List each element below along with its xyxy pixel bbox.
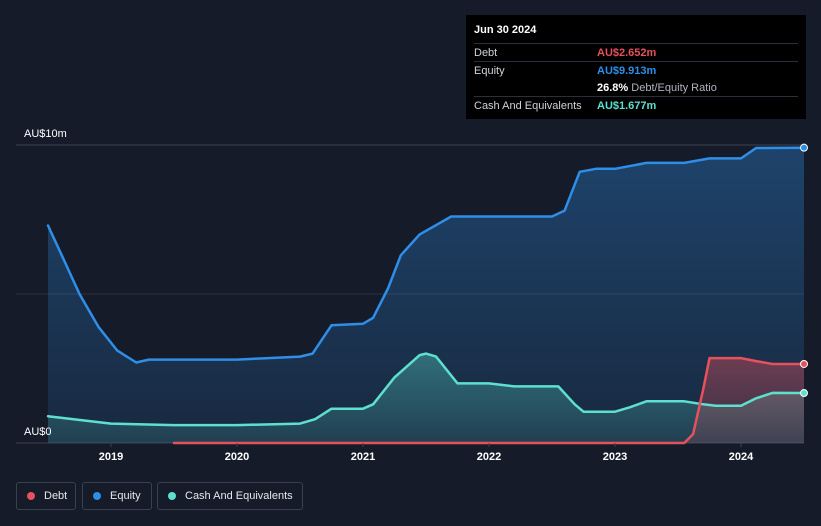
tooltip-row-debt: Debt AU$2.652m [474, 43, 798, 61]
tooltip-cash-label: Cash And Equivalents [474, 100, 582, 112]
tooltip-row-equity: Equity AU$9.913m [474, 61, 798, 79]
series-cash-and-equivalents-line [46, 352, 806, 427]
tooltip-cash-value: AU$1.677m [597, 100, 657, 112]
series-debt-line [172, 356, 806, 445]
x-tick-label: 2023 [603, 451, 627, 463]
legend-item-debt[interactable]: Debt [16, 482, 76, 510]
tooltip-date: Jun 30 2024 [474, 24, 537, 36]
series-cash-and-equivalents-endpoint[interactable] [800, 389, 808, 398]
legend-item-equity[interactable]: Equity [82, 482, 152, 510]
ratio-label: Debt/Equity Ratio [631, 82, 717, 94]
series-equity-line [46, 146, 806, 364]
legend-item-cash[interactable]: Cash And Equivalents [157, 482, 303, 510]
legend-equity-dot-icon [93, 492, 101, 500]
tooltip-equity-value: AU$9.913m [597, 65, 657, 77]
tooltip-equity-label: Equity [474, 65, 505, 77]
legend-cash-dot-icon [168, 492, 176, 500]
series-equity-endpoint[interactable] [800, 143, 808, 152]
tooltip-panel: Jun 30 2024 Debt AU$2.652m Equity AU$9.9… [466, 15, 806, 119]
series-debt-area [174, 358, 804, 443]
legend-cash-label: Cash And Equivalents [185, 490, 293, 502]
tooltip-row-cash: Cash And Equivalents AU$1.677m [474, 96, 798, 114]
x-tick-label: 2024 [729, 451, 754, 463]
series-cash-and-equivalents-area [48, 353, 804, 443]
tooltip-debt-label: Debt [474, 47, 498, 59]
tooltip-row-ratio: 26.8% Debt/Equity Ratio [474, 79, 798, 96]
x-tick-label: 2022 [477, 451, 501, 463]
ratio-percent: 26.8% [597, 82, 629, 94]
series-debt-endpoint[interactable] [800, 359, 808, 368]
y-tick-label: AU$0 [24, 426, 52, 438]
legend-debt-dot-icon [27, 492, 35, 500]
x-tick-label: 2021 [351, 451, 375, 463]
x-tick-label: 2020 [225, 451, 249, 463]
y-tick-label: AU$10m [24, 128, 67, 140]
tooltip-ratio-value: 26.8% Debt/Equity Ratio [597, 82, 717, 94]
tooltip-debt-value: AU$2.652m [597, 47, 657, 59]
x-tick-label: 2019 [99, 451, 123, 463]
legend-debt-label: Debt [44, 490, 68, 502]
legend-equity-label: Equity [110, 490, 141, 502]
series-equity-area [48, 147, 804, 443]
